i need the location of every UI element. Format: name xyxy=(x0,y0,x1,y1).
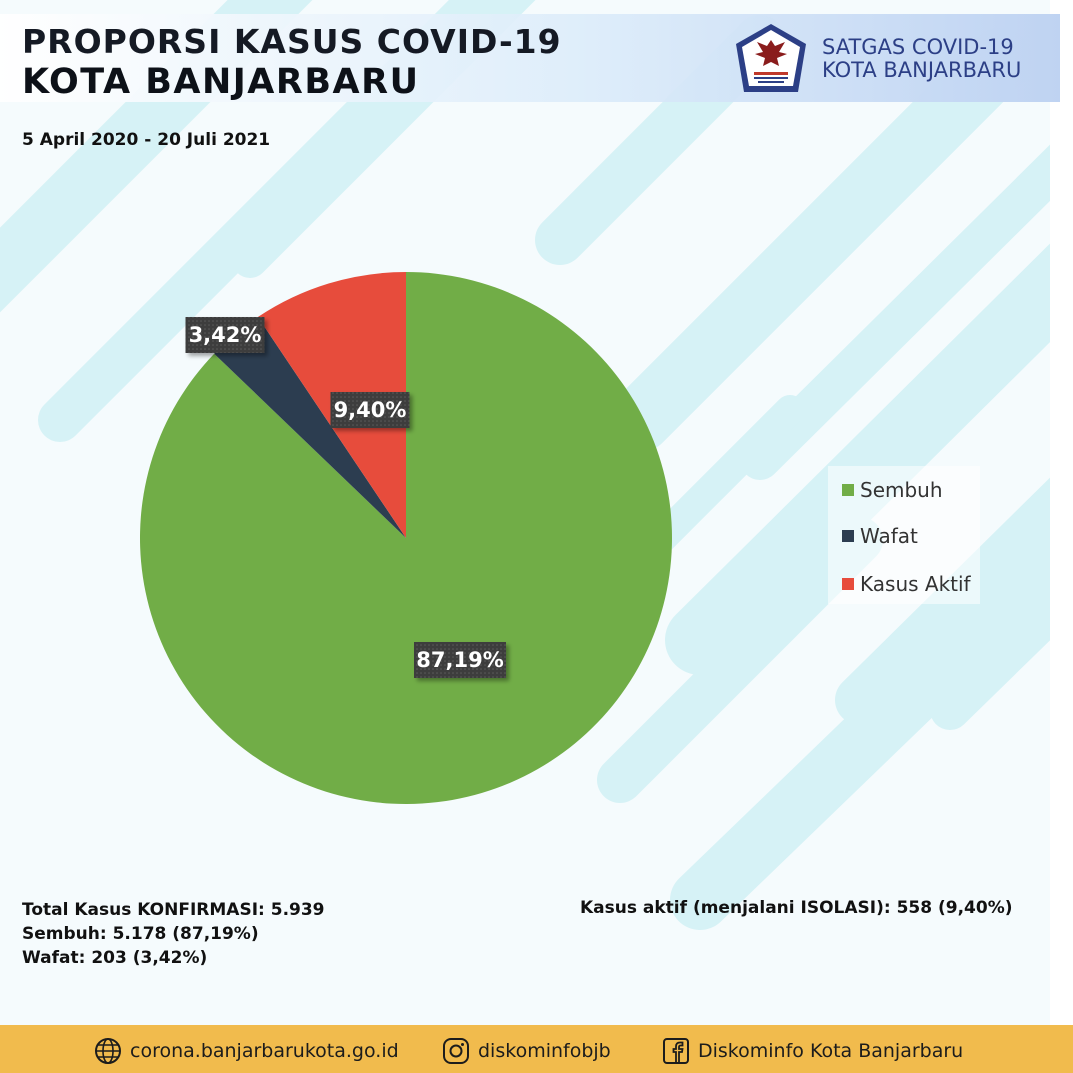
garuda-emblem-icon xyxy=(736,24,806,92)
chart-legend: Sembuh Wafat Kasus Aktif xyxy=(828,466,980,604)
legend-swatch-kasus-aktif xyxy=(842,578,854,590)
org-name-line2: KOTA BANJARBARU xyxy=(822,58,1022,82)
case-stats: Total Kasus KONFIRMASI: 5.939 Sembuh: 5.… xyxy=(22,898,325,970)
footer-website[interactable]: corona.banjarbarukota.go.id xyxy=(94,1037,399,1065)
svg-text:9,40%: 9,40% xyxy=(334,398,407,422)
svg-text:3,42%: 3,42% xyxy=(189,323,262,347)
instagram-icon xyxy=(443,1038,469,1064)
date-range: 5 April 2020 - 20 Juli 2021 xyxy=(22,130,271,150)
footer-facebook[interactable]: Diskominfo Kota Banjarbaru xyxy=(662,1037,963,1065)
footer-instagram-label: diskominfobjb xyxy=(478,1040,611,1062)
footer-website-label: corona.banjarbarukota.go.id xyxy=(130,1040,399,1062)
legend-label-sembuh: Sembuh xyxy=(860,478,943,502)
legend-item-wafat: Wafat xyxy=(842,524,918,548)
svg-text:87,19%: 87,19% xyxy=(416,648,503,672)
legend-swatch-wafat xyxy=(842,530,854,542)
legend-swatch-sembuh xyxy=(842,484,854,496)
stat-wafat: Wafat: 203 (3,42%) xyxy=(22,948,208,968)
facebook-icon xyxy=(663,1038,689,1064)
org-name: SATGAS COVID-19 KOTA BANJARBARU xyxy=(822,36,1021,82)
page-title: PROPORSI KASUS COVID-19 xyxy=(22,22,562,61)
data-label-wafat: 3,42% xyxy=(185,317,265,353)
data-label-sembuh: 87,19% xyxy=(414,642,506,678)
stat-aktif: Kasus aktif (menjalani ISOLASI): 558 (9,… xyxy=(580,898,1013,918)
pie-slice-sembuh xyxy=(139,272,672,805)
stat-sembuh: Sembuh: 5.178 (87,19%) xyxy=(22,924,259,944)
pie-slice-wafat xyxy=(214,317,406,538)
legend-item-kasus-aktif: Kasus Aktif xyxy=(842,572,971,596)
legend-item-sembuh: Sembuh xyxy=(842,478,943,502)
legend-label-wafat: Wafat xyxy=(860,524,918,548)
footer-instagram[interactable]: diskominfobjb xyxy=(442,1037,611,1065)
org-name-line1: SATGAS COVID-19 xyxy=(822,35,1014,59)
stat-total: Total Kasus KONFIRMASI: 5.939 xyxy=(22,900,325,920)
page-subtitle: KOTA BANJARBARU xyxy=(22,62,420,102)
footer-bar: corona.banjarbarukota.go.id diskominfobj… xyxy=(0,1025,1073,1073)
legend-label-kasus-aktif: Kasus Aktif xyxy=(860,572,971,596)
data-label-kasus-aktif: 9,40% xyxy=(330,392,410,428)
title-band xyxy=(0,14,1060,102)
footer-facebook-label: Diskominfo Kota Banjarbaru xyxy=(698,1040,964,1062)
globe-icon xyxy=(95,1038,121,1064)
